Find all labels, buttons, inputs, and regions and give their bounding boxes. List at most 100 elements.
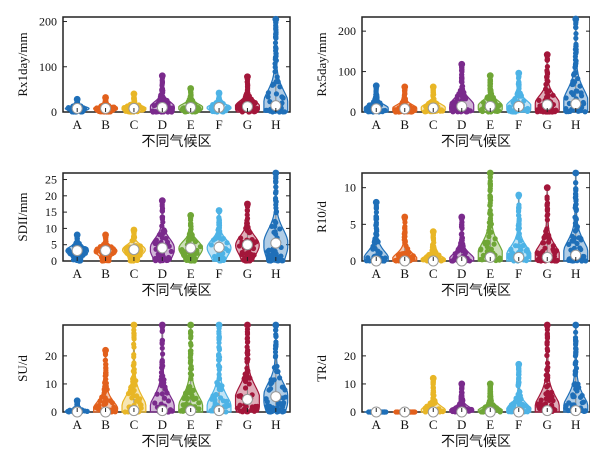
data-point-F <box>214 380 220 386</box>
data-point-G <box>544 327 550 333</box>
data-point-D <box>160 257 166 264</box>
plot-frame <box>62 324 291 413</box>
data-point-H <box>573 186 579 192</box>
data-point-D <box>163 235 169 242</box>
data-point-H <box>277 401 283 407</box>
y-tick-label: 10 <box>45 377 57 391</box>
data-point-F <box>216 335 222 341</box>
data-point-B <box>410 409 416 415</box>
data-point-D <box>451 99 457 105</box>
y-axis-label: SU/d <box>15 355 30 382</box>
data-point-D <box>165 398 172 404</box>
x-tick-label-H: H <box>571 266 580 281</box>
data-point-E <box>179 107 185 113</box>
max-marker-G <box>244 200 251 208</box>
max-marker-G <box>543 51 551 58</box>
data-point-C <box>134 393 140 399</box>
data-point-H <box>579 93 585 99</box>
data-point-E <box>486 229 492 235</box>
y-tick-label: 20 <box>45 189 57 203</box>
data-point-F <box>516 372 522 378</box>
data-point-A <box>373 205 379 211</box>
data-point-D <box>450 258 456 264</box>
data-point-D <box>460 247 466 253</box>
data-point-H <box>271 257 278 263</box>
data-point-G <box>244 356 250 362</box>
x-tick-label-C: C <box>130 117 139 132</box>
data-point-H <box>280 258 286 264</box>
data-point-F <box>516 398 523 404</box>
max-marker-D <box>458 60 466 68</box>
data-point-H <box>272 190 279 196</box>
data-point-A <box>83 246 89 252</box>
data-point-H <box>272 56 278 62</box>
data-point-G <box>244 220 250 226</box>
max-marker-D <box>158 321 166 329</box>
y-tick-label: 5 <box>350 217 356 231</box>
data-point-A <box>82 250 89 256</box>
data-point-F <box>213 392 219 398</box>
data-point-H <box>274 363 280 369</box>
median-marker-C <box>128 244 140 256</box>
data-point-G <box>237 408 244 414</box>
data-point-G <box>551 248 557 254</box>
data-point-G <box>540 109 546 115</box>
data-point-G <box>246 375 252 381</box>
data-point-H <box>279 94 285 100</box>
y-tick-label: 10 <box>344 181 356 195</box>
data-point-E <box>497 255 503 261</box>
data-point-H <box>273 91 280 97</box>
data-point-G <box>545 211 551 217</box>
data-point-G <box>544 67 550 74</box>
data-point-E <box>188 329 194 335</box>
x-tick-label-A: A <box>372 266 382 281</box>
data-point-E <box>487 194 494 200</box>
y-tick-label: 200 <box>39 15 57 29</box>
y-tick-label: 5 <box>51 238 57 252</box>
max-marker-E <box>486 380 494 388</box>
data-point-C <box>127 387 133 393</box>
data-point-G <box>550 243 556 249</box>
data-point-H <box>574 226 580 232</box>
data-point-C <box>131 360 137 366</box>
y-tick-label: 20 <box>344 349 356 363</box>
data-point-H <box>267 403 273 409</box>
data-point-F <box>212 400 218 406</box>
median-marker-B <box>100 245 112 257</box>
data-point-F <box>216 344 222 350</box>
data-point-C <box>423 254 430 260</box>
data-point-A <box>373 221 379 228</box>
data-point-D <box>159 351 166 357</box>
data-point-D <box>458 392 465 398</box>
data-point-H <box>282 387 288 393</box>
data-point-D <box>152 400 158 406</box>
data-point-F <box>521 98 527 104</box>
max-marker-E <box>486 169 494 177</box>
data-point-H <box>269 223 275 229</box>
x-tick-label-G: G <box>243 417 252 432</box>
data-point-C <box>131 341 137 347</box>
data-point-H <box>583 258 589 264</box>
x-tick-label-H: H <box>271 117 280 132</box>
data-point-G <box>249 406 255 412</box>
data-point-C <box>122 409 128 415</box>
data-point-D <box>159 345 165 351</box>
data-point-E <box>478 106 485 113</box>
data-point-H <box>571 70 577 77</box>
data-point-H <box>573 21 579 27</box>
data-point-F <box>524 246 530 253</box>
data-point-F <box>220 255 227 261</box>
max-marker-B <box>102 346 109 354</box>
data-point-E <box>188 220 194 226</box>
data-point-G <box>542 245 548 251</box>
data-point-H <box>572 370 578 376</box>
data-point-H <box>581 408 587 414</box>
panel-su-d: 0 10 20 SU/d 不同气候区 A B C D E F G H <box>15 321 291 450</box>
data-point-H <box>581 101 587 107</box>
data-point-B <box>403 243 409 249</box>
data-point-F <box>225 104 231 110</box>
max-marker-H <box>272 15 280 23</box>
data-point-H <box>573 383 579 389</box>
data-point-F <box>215 96 222 103</box>
max-marker-H <box>572 169 580 177</box>
